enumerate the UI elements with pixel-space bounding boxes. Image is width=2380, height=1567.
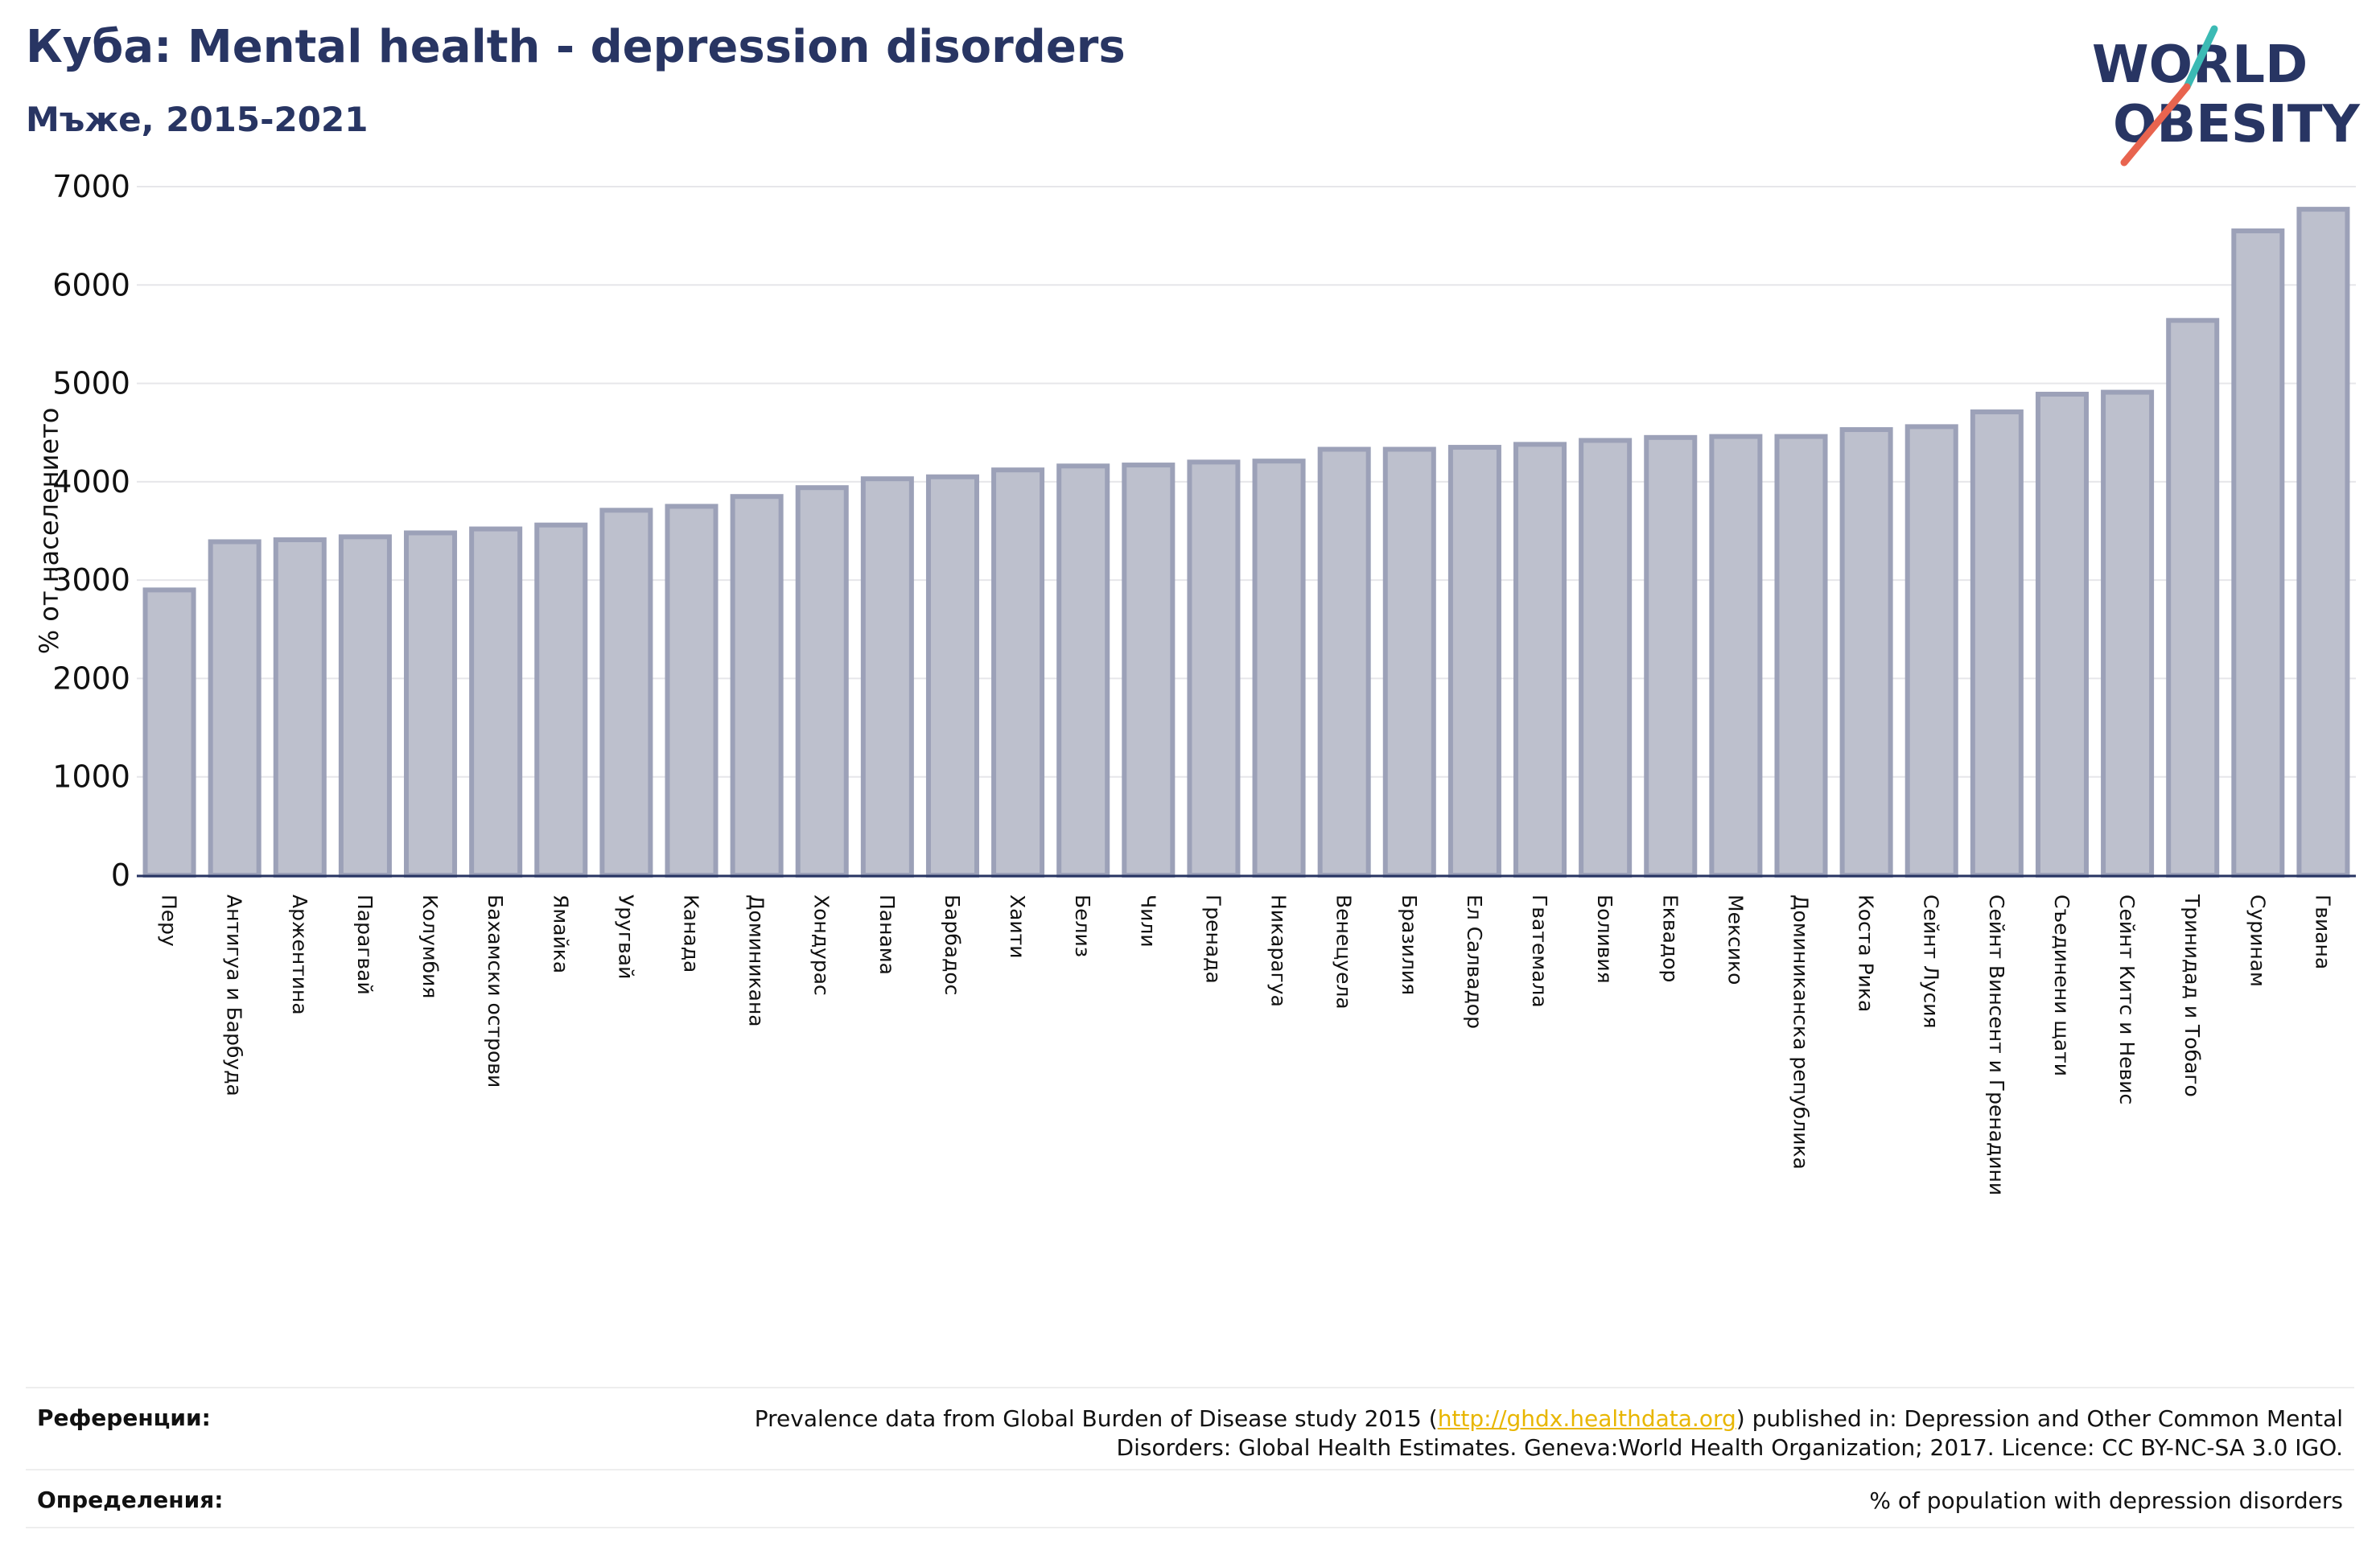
- bar: [404, 530, 458, 878]
- x-tick-label: Перу: [158, 895, 181, 947]
- bar-chart: 0 1000 2000 3000 4000 5000 6000 7000 Перу Антигу…: [34, 169, 2356, 1195]
- x-tick-label: Сейнт Китс и Невис: [2115, 895, 2139, 1104]
- bar: [1774, 434, 1828, 878]
- references-text-part1: Prevalence data from Global Burden of Di…: [754, 1405, 1438, 1432]
- bar: [1447, 445, 1501, 878]
- x-tick-label: Ел Салвадор: [1463, 895, 1486, 1029]
- x-tick-label: Никарагуа: [1267, 895, 1291, 1007]
- y-tick-label: 7000: [52, 169, 130, 204]
- references-text-part2: ) published in: Depression and Other Com…: [1736, 1405, 2343, 1432]
- x-tick-label: Парагвай: [353, 895, 377, 995]
- bar: [1252, 459, 1306, 878]
- x-tick-label: Коста Рика: [1855, 895, 1878, 1012]
- bar: [273, 537, 327, 878]
- y-tick-layer: 0 1000 2000 3000 4000 5000 6000 7000: [52, 169, 130, 893]
- x-tick-label: Хаити: [1006, 895, 1029, 959]
- y-tick-label: 1000: [52, 759, 130, 795]
- x-tick-label: Сейнт Лусия: [1920, 895, 1943, 1029]
- definitions-label: Определения:: [37, 1487, 224, 1513]
- x-tick-label: Белиз: [1071, 895, 1094, 957]
- x-tick-label: Доминикана: [745, 895, 768, 1027]
- definitions-row: Определения: % of population with depres…: [26, 1469, 2354, 1528]
- bar: [665, 504, 719, 878]
- bar: [1382, 446, 1436, 878]
- x-tick-label: Антигуа и Барбуда: [223, 895, 246, 1096]
- y-tick-label: 4000: [52, 464, 130, 500]
- bar: [1904, 424, 1958, 878]
- bar: [2101, 389, 2155, 878]
- bar: [1839, 427, 1893, 878]
- y-tick-label: 6000: [52, 267, 130, 302]
- bar: [2296, 207, 2350, 878]
- references-text: Prevalence data from Global Burden of Di…: [492, 1405, 2343, 1462]
- bar: [1579, 438, 1633, 878]
- x-tick-label: Мексико: [1723, 895, 1747, 985]
- chart-subtitle: Мъже, 2015-2021: [26, 100, 369, 139]
- x-tick-label: Тринидад и Тобаго: [2180, 894, 2204, 1097]
- bar: [925, 474, 979, 878]
- bar: [795, 485, 849, 878]
- y-tick-label: 2000: [52, 660, 130, 696]
- x-tick-label: Бахамски острови: [484, 895, 507, 1088]
- references-text-line2: Disorders: Global Health Estimates. Gene…: [1116, 1434, 2343, 1461]
- bar: [1122, 463, 1176, 878]
- x-tick-label: Суринам: [2246, 895, 2269, 987]
- x-tick-label: Барбадос: [941, 895, 964, 995]
- x-tick-label: Боливия: [1593, 895, 1616, 984]
- x-tick-label: Хондурас: [810, 895, 834, 996]
- y-tick-label: 0: [111, 858, 130, 893]
- references-link[interactable]: http://ghdx.healthdata.org: [1437, 1405, 1736, 1432]
- bar: [208, 539, 261, 878]
- bar: [534, 522, 588, 878]
- x-tick-label: Гвиана: [2311, 895, 2334, 969]
- bar: [469, 526, 523, 878]
- bar: [991, 467, 1045, 878]
- y-tick-label: 5000: [52, 366, 130, 401]
- y-axis-title: % от населението: [34, 408, 64, 655]
- references-label: Референции:: [37, 1405, 211, 1431]
- x-tick-label: Панама: [875, 895, 899, 975]
- bar: [1187, 459, 1241, 878]
- logo-slash-red: [2120, 83, 2191, 167]
- references-table: Референции: Prevalence data from Global …: [26, 1387, 2354, 1528]
- chart-title: Куба: Mental health - depression disorde…: [26, 21, 1126, 73]
- x-label-layer: Перу Антигуа и Барбуда Аржентина Парагвай Ко…: [158, 894, 2335, 1195]
- bar: [1644, 434, 1698, 878]
- bar: [2231, 228, 2285, 878]
- x-tick-label: Сейнт Винсент и Гренадини: [1985, 895, 2008, 1195]
- logo-slash-teal: [2183, 25, 2218, 91]
- bar: [1709, 434, 1763, 878]
- x-tick-label: Чили: [1136, 895, 1159, 948]
- bar: [599, 508, 653, 878]
- world-obesity-logo: WORLD OBESITY: [2092, 25, 2360, 167]
- bar: [142, 587, 196, 878]
- x-tick-label: Колумбия: [418, 895, 442, 998]
- bar: [2166, 318, 2220, 878]
- x-tick-label: Уругвай: [614, 895, 637, 979]
- bar: [338, 534, 392, 878]
- bar: [1513, 442, 1567, 878]
- x-tick-label: Аржентина: [288, 895, 311, 1015]
- bar: [1317, 446, 1371, 878]
- x-tick-label: Съединени щати: [2050, 895, 2073, 1076]
- x-tick-label: Венецуела: [1332, 895, 1356, 1010]
- bar-layer: [142, 207, 2350, 878]
- bar: [2035, 392, 2089, 878]
- x-tick-label: Гватемала: [1528, 895, 1551, 1008]
- y-tick-label: 3000: [52, 562, 130, 598]
- x-tick-label: Доминиканска република: [1789, 895, 1813, 1170]
- bar: [1056, 463, 1110, 878]
- definitions-text: % of population with depression disorder…: [1869, 1487, 2343, 1514]
- x-tick-label: Канада: [680, 895, 703, 973]
- x-tick-label: Еквадор: [1658, 895, 1682, 982]
- x-tick-label: Ямайка: [549, 895, 572, 973]
- references-row: Референции: Prevalence data from Global …: [26, 1387, 2354, 1469]
- bar: [860, 476, 914, 878]
- bar: [730, 494, 784, 878]
- x-tick-label: Гренада: [1201, 895, 1225, 984]
- bar: [1970, 409, 2024, 878]
- x-tick-label: Бразилия: [1398, 895, 1421, 995]
